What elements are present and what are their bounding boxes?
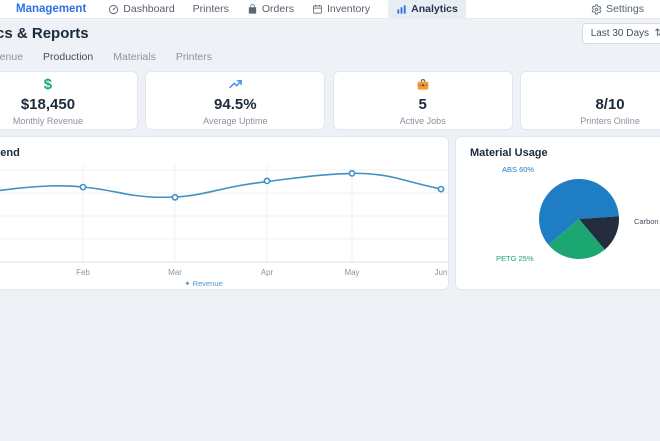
svg-text:Apr: Apr: [261, 268, 274, 277]
svg-text:May: May: [344, 268, 359, 277]
svg-text:Feb: Feb: [76, 268, 90, 277]
svg-text:Jun: Jun: [435, 268, 448, 277]
svg-text:Mar: Mar: [168, 268, 182, 277]
